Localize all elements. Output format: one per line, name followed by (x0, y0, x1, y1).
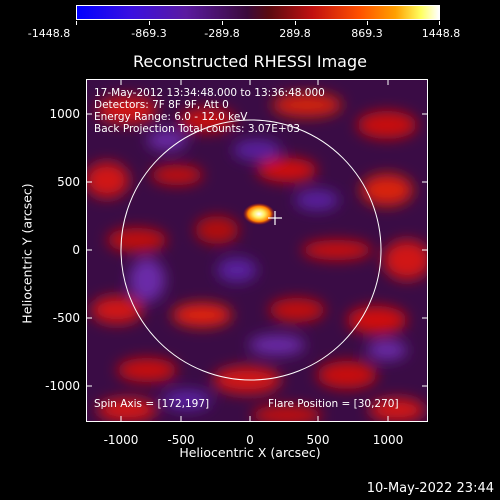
info-method-counts: Back Projection Total counts: 3.07E+03 (94, 123, 301, 135)
y-tick-label: -1000 (45, 379, 80, 393)
colorbar-tick-label: 1448.8 (421, 27, 461, 40)
y-tick-label: 1000 (49, 107, 80, 121)
y-tick-label: 0 (72, 243, 80, 257)
colorbar-tick-label: 869.3 (351, 27, 383, 40)
info-detectors: Detectors: 7F 8F 9F, Att 0 (94, 99, 229, 111)
x-tick-label: 500 (306, 433, 330, 447)
solar-image-plot (86, 79, 428, 422)
info-time-range: 17-May-2012 13:34:48.000 to 13:36:48.000 (94, 87, 325, 99)
colorbar-tick-label: -869.3 (131, 27, 167, 40)
colorbar-tick (76, 21, 77, 25)
y-tick-label: -500 (52, 311, 80, 325)
colorbar-tick (367, 21, 368, 25)
flare-position-crosshair (268, 211, 282, 225)
colorbar-tick (222, 21, 223, 25)
x-tick-label: 0 (246, 433, 254, 447)
colorbar-tick-label: 289.8 (279, 27, 311, 40)
emission-blobs (87, 93, 427, 421)
y-axis-label: Heliocentric Y (arcsec) (19, 183, 35, 324)
y-tick-label: 500 (57, 175, 80, 189)
colorbar-tick-label: -1448.8 (27, 27, 71, 40)
colorbar-tick (439, 21, 440, 25)
colorbar-tick (149, 21, 150, 25)
colorbar (76, 5, 440, 20)
plot-title: Reconstructed RHESSI Image (133, 52, 367, 71)
solar-limb-circle (120, 119, 382, 381)
solar-image (87, 80, 427, 421)
spin-axis-label: Spin Axis = [172,197] (94, 398, 210, 410)
colorbar-tick-label: -289.8 (204, 27, 240, 40)
x-tick-label: 1000 (372, 433, 404, 447)
flare-position-label: Flare Position = [30,270] (268, 398, 399, 410)
colorbar-tick (295, 21, 296, 25)
x-tick-label: -500 (167, 433, 195, 447)
x-tick-label: -1000 (103, 433, 139, 447)
flare-source (243, 203, 275, 225)
x-axis-label: Heliocentric X (arcsec) (179, 445, 321, 460)
footer-date: 10-May-2022 23:44 (366, 481, 494, 496)
info-energy-range: Energy Range: 6.0 - 12.0 keV (94, 111, 248, 123)
